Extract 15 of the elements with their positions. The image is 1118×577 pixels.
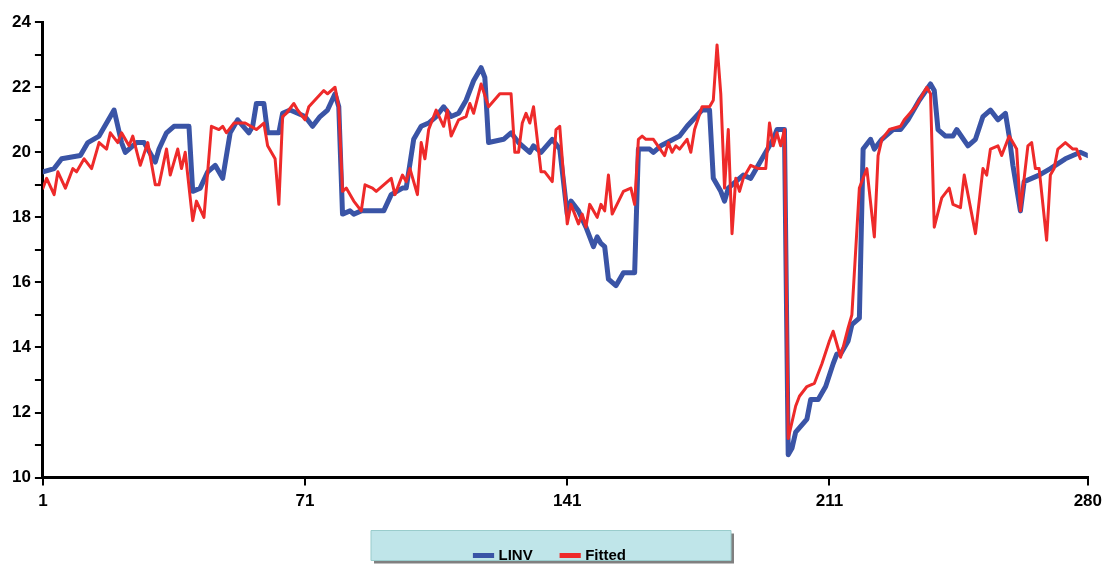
y-tick-label: 12 <box>11 402 31 422</box>
x-tick-label: 141 <box>553 491 582 511</box>
legend-label: LINV <box>498 545 533 563</box>
y-tick-label: 14 <box>11 337 32 357</box>
y-tick-label: 20 <box>11 142 31 161</box>
x-tick-label: 280 <box>1073 491 1103 511</box>
y-tick-label: 24 <box>11 11 32 31</box>
x-tick-label: 1 <box>38 491 48 511</box>
x-tick-label: 71 <box>295 491 315 511</box>
y-tick-label: 10 <box>11 467 31 487</box>
y-tick-label: 22 <box>11 76 31 96</box>
y-tick-label: 18 <box>11 207 31 227</box>
x-tick-label: 211 <box>815 491 844 511</box>
y-tick-label: 16 <box>11 272 31 292</box>
legend-label: Fitted <box>585 545 626 563</box>
